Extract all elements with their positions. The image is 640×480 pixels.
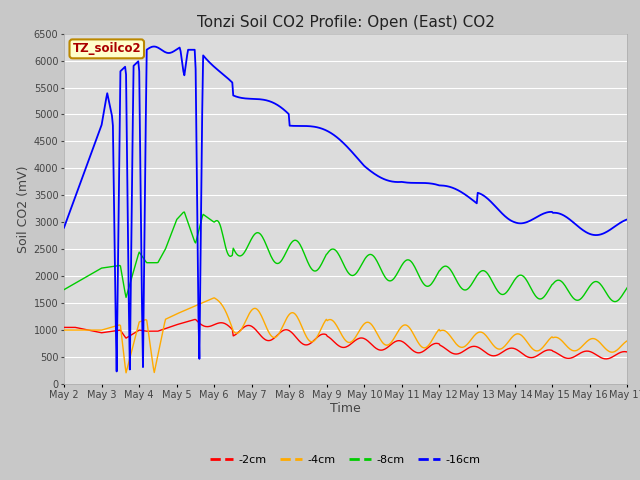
Legend: -2cm, -4cm, -8cm, -16cm: -2cm, -4cm, -8cm, -16cm [206,451,485,469]
Y-axis label: Soil CO2 (mV): Soil CO2 (mV) [17,165,29,252]
Text: TZ_soilco2: TZ_soilco2 [72,42,141,55]
X-axis label: Time: Time [330,402,361,415]
Title: Tonzi Soil CO2 Profile: Open (East) CO2: Tonzi Soil CO2 Profile: Open (East) CO2 [196,15,495,30]
